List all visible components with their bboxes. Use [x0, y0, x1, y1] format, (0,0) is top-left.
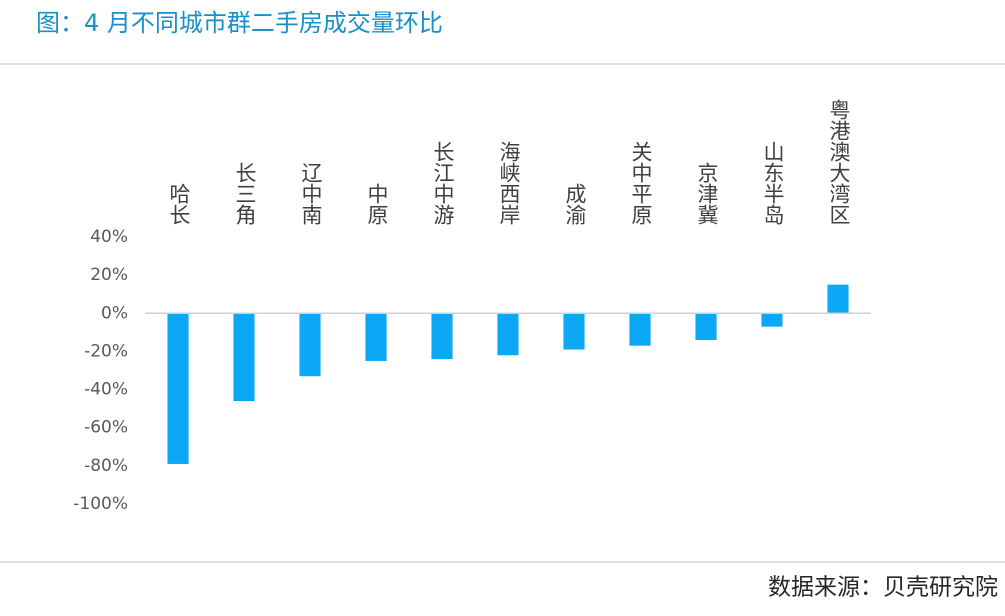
x-tick-label: 成渝: [563, 183, 587, 225]
x-tick-label: 粤港澳大湾区: [827, 99, 851, 225]
bar: [365, 313, 387, 361]
y-tick-label: -100%: [73, 494, 128, 514]
bar: [827, 284, 849, 314]
x-tick-label: 海峡西岸: [497, 141, 521, 225]
bar: [761, 313, 783, 327]
y-tick-label: 40%: [90, 227, 128, 247]
y-tick-label: -60%: [84, 418, 128, 438]
bar: [233, 313, 255, 402]
x-tick-label: 京津冀: [695, 162, 719, 225]
x-tick-label: 辽中南: [299, 162, 323, 225]
y-tick-label: 20%: [90, 265, 128, 285]
y-tick-label: 0%: [101, 303, 128, 323]
x-tick-label: 山东半岛: [761, 141, 785, 225]
source-note: 数据来源：贝壳研究院: [768, 575, 998, 601]
bar: [695, 313, 717, 340]
y-tick-label: -80%: [84, 456, 128, 476]
y-tick-label: -40%: [84, 380, 128, 400]
bar: [629, 313, 651, 346]
bar: [167, 313, 189, 464]
bar: [299, 313, 321, 377]
x-tick-label: 关中平原: [629, 141, 653, 225]
bar: [431, 313, 453, 360]
y-tick-label: -20%: [84, 341, 128, 361]
bar: [563, 313, 585, 350]
chart-title: 图：4 月不同城市群二手房成交量环比: [36, 9, 443, 37]
bar: [497, 313, 519, 356]
x-tick-label: 长三角: [233, 162, 257, 225]
x-tick-label: 中原: [365, 183, 389, 225]
x-tick-label: 哈长: [167, 183, 191, 225]
x-tick-label: 长江中游: [431, 141, 455, 225]
